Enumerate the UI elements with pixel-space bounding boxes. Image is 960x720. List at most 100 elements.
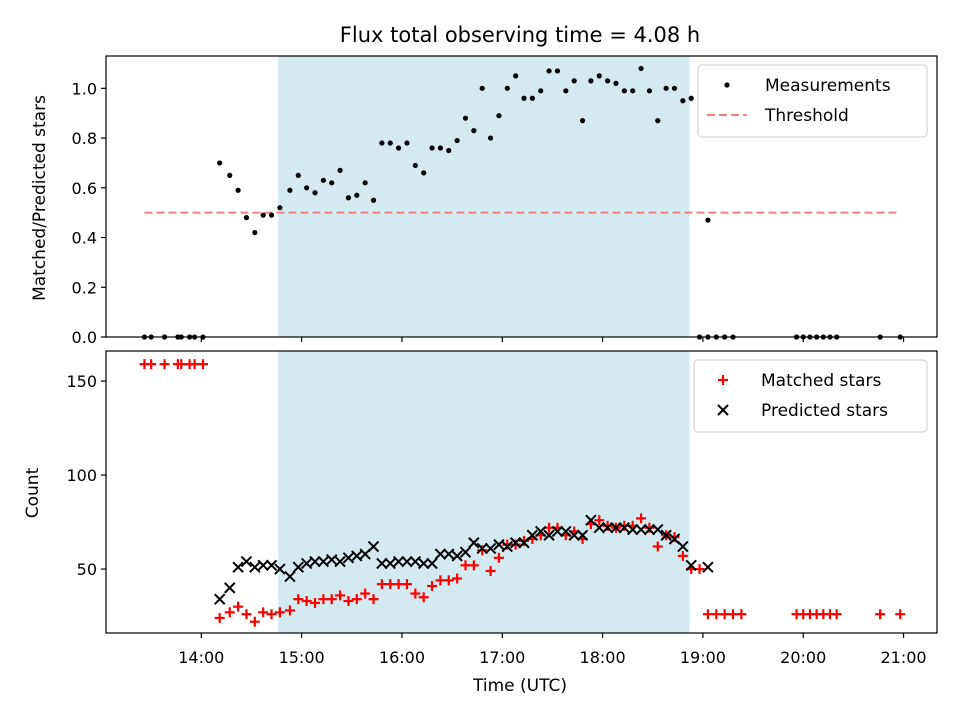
measurement-point [362, 180, 368, 186]
predicted-stars-point [309, 555, 321, 568]
matched-stars-point [241, 609, 252, 620]
measurement-point [646, 88, 653, 94]
measurement-point [487, 135, 494, 141]
predicted-stars-point [493, 538, 505, 551]
predicted-stars-point [484, 542, 497, 555]
matched-stars-point [249, 616, 260, 627]
measurement-point [320, 177, 326, 183]
measurement-point [605, 78, 611, 84]
measurement-point [277, 205, 283, 211]
measurement-point [563, 88, 569, 94]
measurement-point [260, 212, 266, 218]
legend-entry: Measurements [724, 76, 891, 96]
matched-stars-point [266, 609, 277, 620]
predicted-stars-point [593, 522, 605, 534]
legend-entry: Matched stars [718, 371, 881, 391]
axes-frame [105, 55, 938, 338]
measurement-point [538, 88, 544, 94]
y-tick-label: 150 [66, 372, 97, 391]
predicted-stars-point [417, 557, 430, 570]
legend-label: Predicted stars [761, 401, 888, 421]
predicted-stars-point [249, 561, 261, 573]
matched-stars-point [197, 359, 208, 370]
matched-stars-point [189, 359, 200, 370]
predicted-stars-point [409, 555, 422, 568]
measurement-point [479, 85, 485, 91]
measurement-point [504, 85, 510, 91]
predicted-stars-point [300, 557, 313, 570]
measurement-point [387, 140, 393, 146]
matched-stars-point [502, 539, 513, 550]
measurement-point [235, 187, 241, 193]
predicted-stars-point [265, 559, 278, 572]
measurement-point [521, 95, 527, 101]
bottom-y-axis-label: Count [23, 467, 43, 518]
top-panel: 0.0 0.2 0.4 0.6 0.8 1.0 Measurements Threshold [72, 55, 938, 347]
matched-stars-point [401, 579, 412, 590]
matched-stars-point [485, 565, 496, 576]
predicted-stars-point [476, 542, 488, 555]
x-tick-label: 19:00 [680, 648, 726, 667]
legend-entry: Predicted stars [717, 401, 888, 421]
matched-stars-point [335, 590, 346, 601]
legend-box [697, 64, 928, 138]
legend-box [693, 359, 928, 433]
matched-stars-point [393, 579, 404, 590]
predicted-stars-point [509, 537, 522, 549]
matched-stars-point [310, 597, 321, 608]
measurement-point [471, 128, 477, 134]
matched-stars-point [351, 594, 362, 605]
measurement-point [705, 217, 711, 223]
predicted-stars-point [568, 529, 580, 541]
measurement-point [217, 160, 223, 166]
measurement-point [421, 170, 427, 176]
predicted-stars-point [526, 529, 539, 541]
matched-stars-point [146, 359, 157, 370]
matched-stars-point [214, 612, 225, 623]
matched-stars-point [875, 609, 886, 620]
x-tick-label: 15:00 [279, 648, 325, 667]
predicted-stars-point [601, 522, 614, 534]
matched-stars-point [427, 581, 438, 591]
x-tick-label: 20:00 [780, 648, 826, 667]
x-tick-label: 14:00 [178, 648, 224, 667]
y-tick-label: 0.4 [72, 229, 97, 248]
matched-stars-point [468, 560, 479, 571]
legend-label: Matched stars [761, 371, 881, 391]
predicted-stars-point [635, 523, 647, 536]
predicted-stars-point [535, 525, 547, 538]
y-tick-label: 0.8 [72, 129, 97, 148]
measurement-point [345, 195, 352, 201]
predicted-stars-point [576, 529, 589, 541]
matched-stars-point [410, 588, 421, 599]
matched-stars-point [176, 359, 187, 370]
predicted-stars-point [610, 522, 622, 534]
measurement-point [404, 140, 410, 146]
predicted-stars-point [660, 529, 672, 541]
measurement-point [429, 145, 435, 151]
matched-stars-point [510, 539, 521, 550]
predicted-stars-point [652, 523, 664, 536]
matched-stars-point [602, 520, 613, 531]
matched-stars-point [301, 596, 312, 607]
measurement-point [621, 88, 627, 94]
predicted-stars-point [551, 525, 564, 538]
predicted-stars-point [376, 557, 388, 570]
predicted-stars-point [213, 593, 226, 605]
predicted-stars-point [626, 523, 639, 536]
measurement-point [596, 73, 602, 79]
predicted-stars-point [317, 555, 330, 568]
predicted-stars-point [702, 561, 714, 573]
measurement-point [613, 80, 619, 86]
matched-stars-point [594, 515, 605, 526]
measurement-point [655, 118, 661, 124]
measurement-point [446, 147, 452, 154]
measurement-point [412, 162, 418, 169]
measurement-point [638, 65, 644, 72]
y-tick-label: 0.2 [72, 278, 97, 297]
measurement-point [571, 78, 577, 84]
predicted-stars-point [451, 550, 463, 562]
measurement-point [671, 85, 678, 91]
measurement-point [579, 118, 586, 124]
predicted-stars-point [434, 548, 447, 560]
